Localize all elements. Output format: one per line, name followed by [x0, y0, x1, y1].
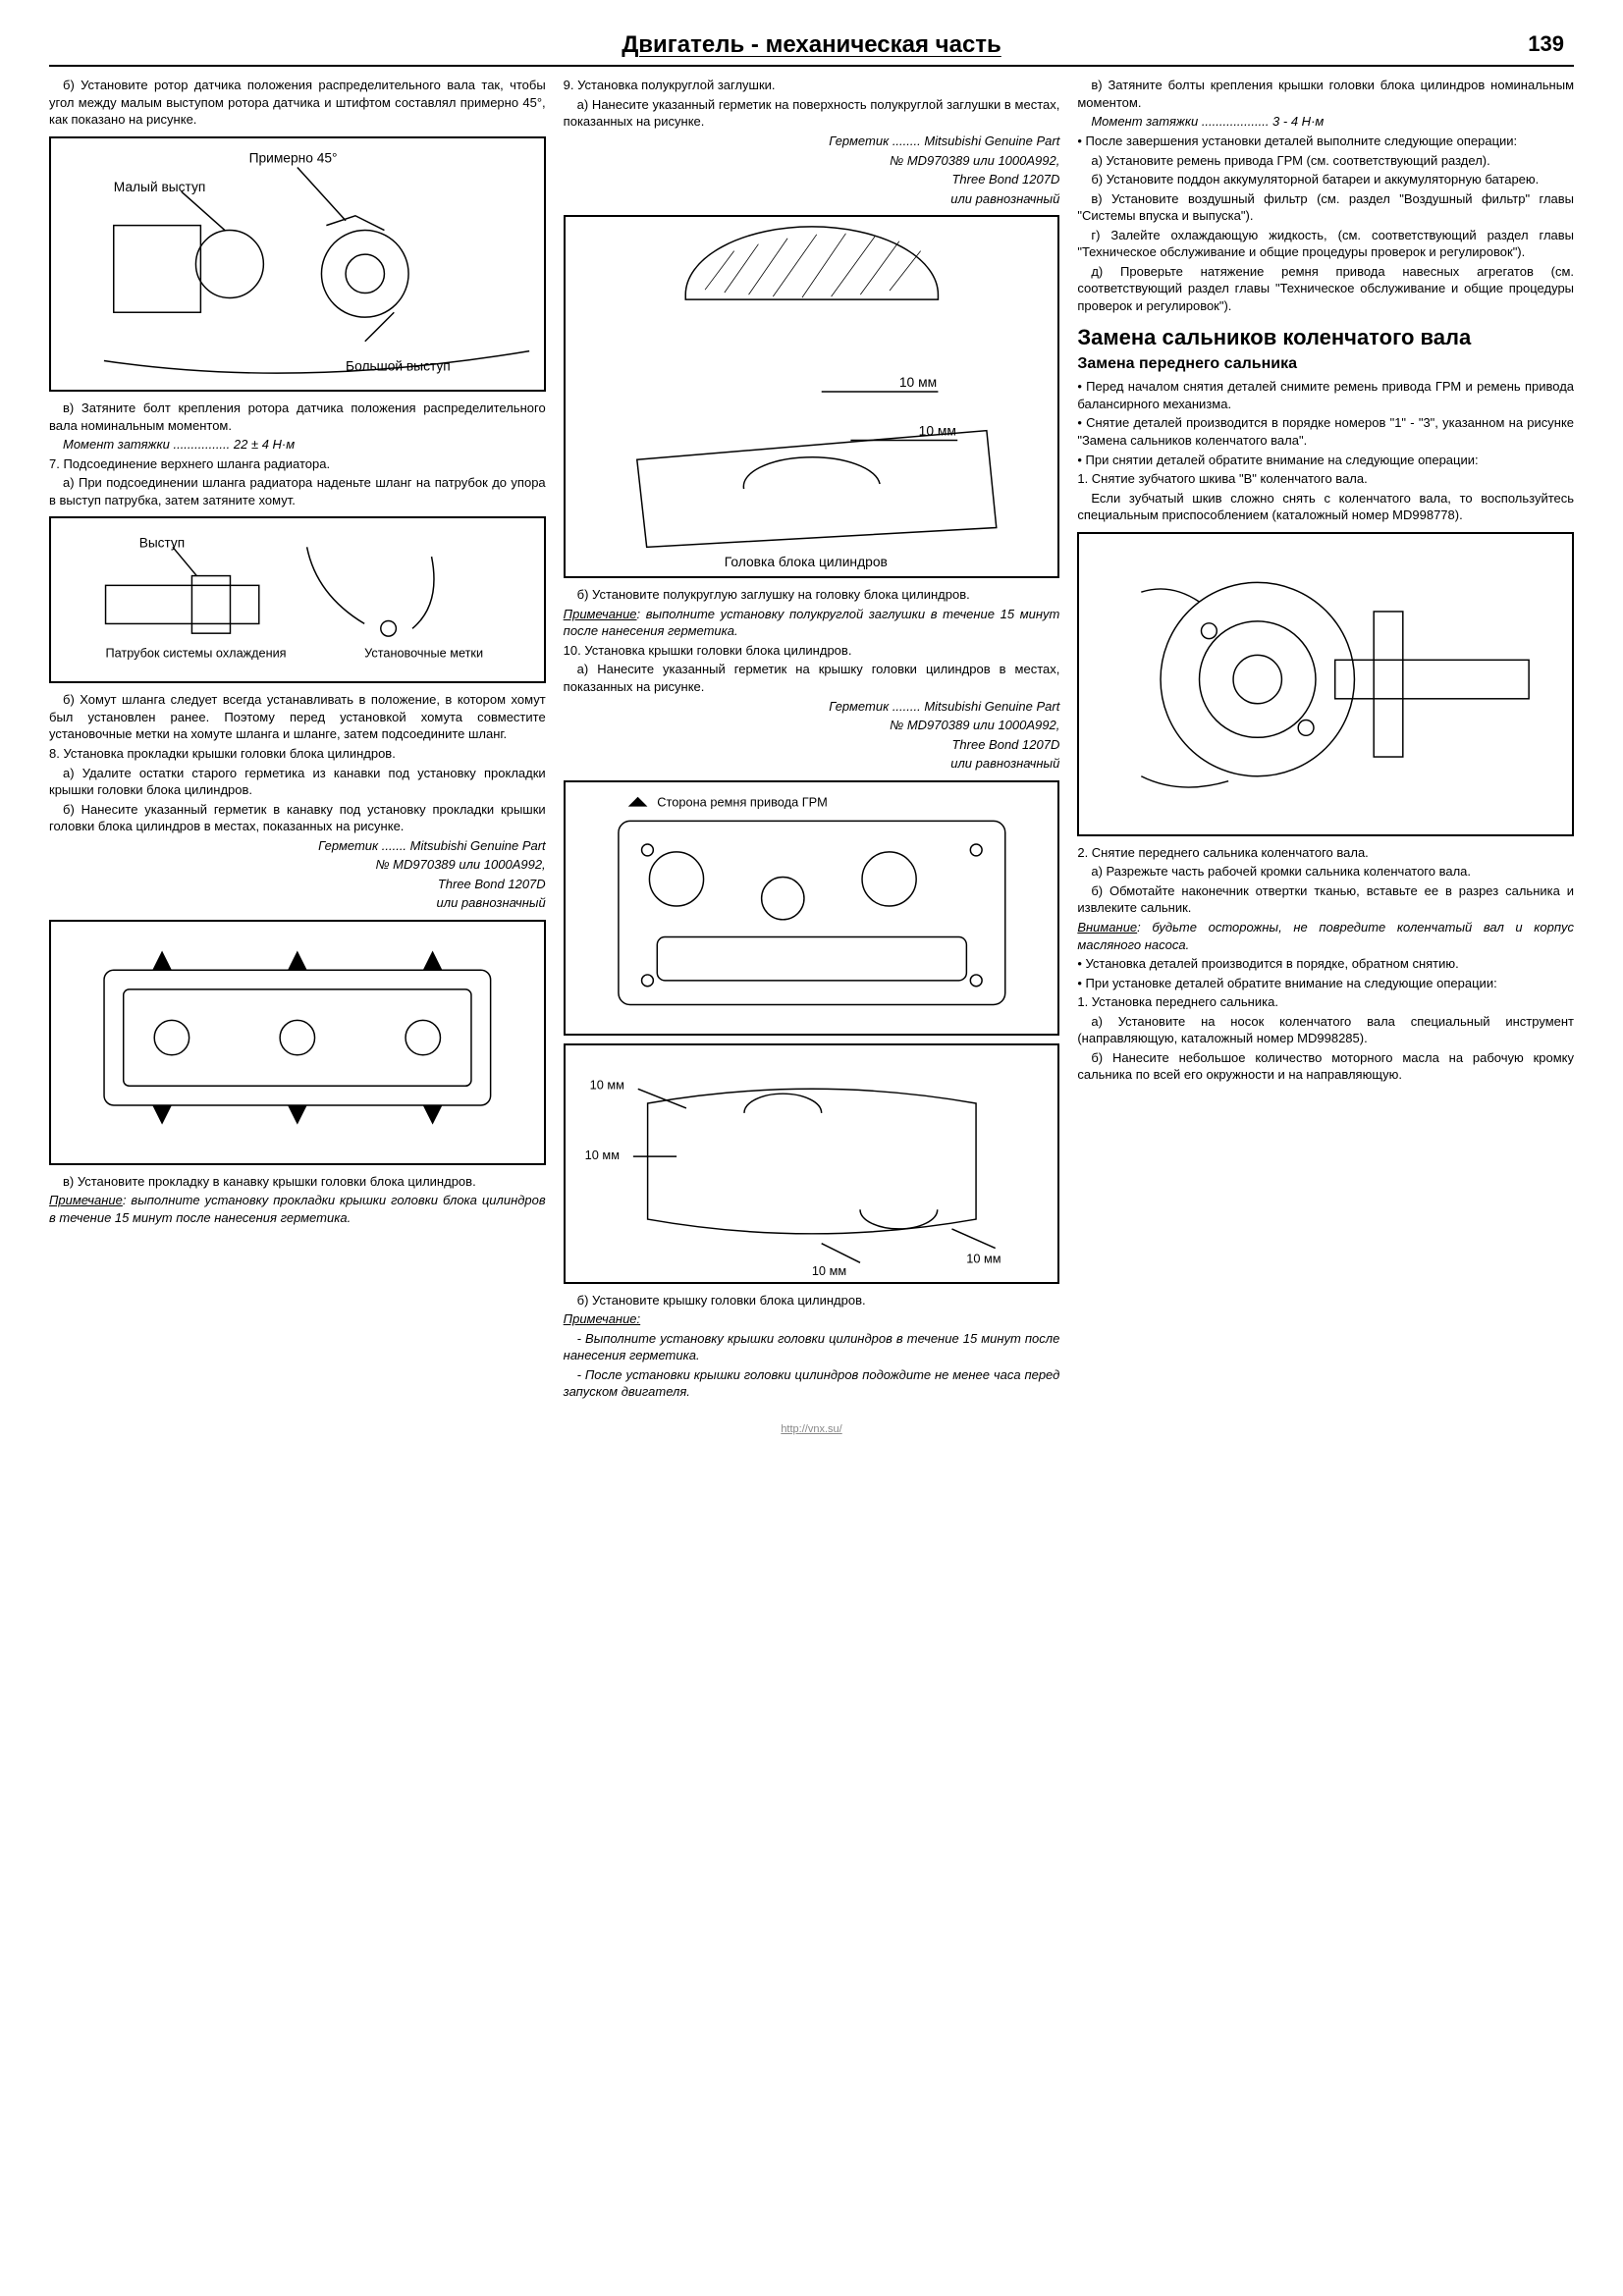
sealant3d: или равнозначный — [564, 755, 1060, 773]
fig5-label1: 10 мм — [589, 1077, 623, 1092]
c3-p9: • Снятие деталей производится в порядке … — [1077, 414, 1574, 449]
c3-p16: • Установка деталей производится в поряд… — [1077, 955, 1574, 973]
note2: Примечание: выполните установку полукруг… — [564, 606, 1060, 640]
c1-p5: б) Хомут шланга следует всегда устанавли… — [49, 691, 546, 743]
c3-p4: б) Установите поддон аккумуляторной бата… — [1077, 171, 1574, 188]
heading-front-seal: Замена переднего сальника — [1077, 353, 1574, 375]
page-number: 139 — [1528, 29, 1564, 59]
page-title: Двигатель - механическая часть — [622, 29, 1001, 61]
content-columns: б) Установите ротор датчика положения ра… — [49, 77, 1574, 1403]
c1-p9: в) Установите прокладку в канавку крышки… — [49, 1173, 546, 1191]
c3-p1: в) Затяните болты крепления крышки голов… — [1077, 77, 1574, 111]
c3-p3: а) Установите ремень привода ГРМ (см. со… — [1077, 152, 1574, 170]
c3-p20: б) Нанесите небольшое количество моторно… — [1077, 1049, 1574, 1084]
figure-valve-cover-top: Сторона ремня привода ГРМ — [564, 780, 1060, 1036]
figure-gasket-groove — [49, 920, 546, 1165]
sealant2a: Герметик ........ Mitsubishi Genuine Par… — [564, 133, 1060, 150]
sealant3b: № MD970389 или 1000A992, — [564, 717, 1060, 734]
sealant2b: № MD970389 или 1000A992, — [564, 152, 1060, 170]
c3-p11: 1. Снятие зубчатого шкива "В" коленчатог… — [1077, 470, 1574, 488]
fig1-label-big: Большой выступ — [346, 358, 451, 373]
c1-p6: 8. Установка прокладки крышки головки бл… — [49, 745, 546, 763]
fig2-label3: Установочные метки — [364, 647, 483, 661]
fig4-label1: Сторона ремня привода ГРМ — [657, 794, 827, 809]
c2-p6: б) Установите крышку головки блока цилин… — [564, 1292, 1060, 1309]
fig3-label1: 10 мм — [899, 374, 937, 390]
sealant1a: Герметик ....... Mitsubishi Genuine Part — [49, 837, 546, 855]
fig2-label2: Патрубок системы охлаждения — [106, 647, 287, 661]
footer-url[interactable]: http://vnx.su/ — [49, 1422, 1574, 1437]
page-header: Двигатель - механическая часть 139 — [49, 29, 1574, 67]
note3a: - Выполните установку крышки головки цил… — [564, 1330, 1060, 1364]
c1-p7: а) Удалите остатки старого герметика из … — [49, 765, 546, 799]
c3-p12: Если зубчатый шкив сложно снять с коленч… — [1077, 490, 1574, 524]
c3-p14: а) Разрежьте часть рабочей кромки сальни… — [1077, 863, 1574, 881]
c3-p15: б) Обмотайте наконечник отвертки тканью,… — [1077, 882, 1574, 917]
fig5-label3: 10 мм — [966, 1251, 1001, 1265]
c2-p1: 9. Установка полукруглой заглушки. — [564, 77, 1060, 94]
fig5-label2: 10 мм — [584, 1148, 619, 1162]
column-3: в) Затяните болты крепления крышки голов… — [1077, 77, 1574, 1403]
figure-valve-cover-sealant: 10 мм 10 мм 10 мм 10 мм — [564, 1043, 1060, 1284]
c2-p4: 10. Установка крышки головки блока цилин… — [564, 642, 1060, 660]
column-1: б) Установите ротор датчика положения ра… — [49, 77, 546, 1403]
fig5-label4: 10 мм — [812, 1263, 846, 1278]
figure-hose-clamp: Выступ Патрубок системы охлаждения Устан… — [49, 516, 546, 683]
note3b: - После установки крышки головки цилиндр… — [564, 1366, 1060, 1401]
c1-p4: а) При подсоединении шланга радиатора на… — [49, 474, 546, 508]
c2-p2: а) Нанесите указанный герметик на поверх… — [564, 96, 1060, 131]
figure-pulley-removal — [1077, 532, 1574, 836]
c3-p13: 2. Снятие переднего сальника коленчатого… — [1077, 844, 1574, 862]
c2-p5: а) Нанесите указанный герметик на крышку… — [564, 661, 1060, 695]
c3-p2: • После завершения установки деталей вып… — [1077, 133, 1574, 150]
sealant1c: Three Bond 1207D — [49, 876, 546, 893]
torque2: Момент затяжки ................... 3 - 4… — [1077, 113, 1574, 131]
fig3-label3: Головка блока цилиндров — [724, 554, 887, 569]
c2-p3: б) Установите полукруглую заглушку на го… — [564, 586, 1060, 604]
sealant3a: Герметик ........ Mitsubishi Genuine Par… — [564, 698, 1060, 716]
sealant2d: или равнозначный — [564, 190, 1060, 208]
c3-p7: д) Проверьте натяжение ремня привода нав… — [1077, 263, 1574, 315]
note3-label: Примечание: — [564, 1310, 1060, 1328]
figure-half-plug: 10 мм 10 мм Головка блока цилиндров — [564, 215, 1060, 578]
fig2-label1: Выступ — [139, 536, 185, 551]
note1: Примечание: выполните установку прокладк… — [49, 1192, 546, 1226]
c1-p2: в) Затяните болт крепления ротора датчик… — [49, 400, 546, 434]
c3-p10: • При снятии деталей обратите внимание н… — [1077, 452, 1574, 469]
fig1-label-small: Малый выступ — [114, 180, 206, 194]
warning: Внимание: будьте осторожны, не повредите… — [1077, 919, 1574, 953]
c1-p1: б) Установите ротор датчика положения ра… — [49, 77, 546, 129]
sealant2c: Three Bond 1207D — [564, 171, 1060, 188]
sealant1b: № MD970389 или 1000A992, — [49, 856, 546, 874]
sealant1d: или равнозначный — [49, 894, 546, 912]
c1-p8: б) Нанесите указанный герметик в канавку… — [49, 801, 546, 835]
sealant3c: Three Bond 1207D — [564, 736, 1060, 754]
fig1-label-45deg: Примерно 45° — [249, 151, 338, 166]
fig3-label2: 10 мм — [918, 423, 955, 439]
c3-p18: 1. Установка переднего сальника. — [1077, 993, 1574, 1011]
c3-p8: • Перед началом снятия деталей снимите р… — [1077, 378, 1574, 412]
heading-crankshaft-seals: Замена сальников коленчатого вала — [1077, 325, 1574, 349]
c3-p6: г) Залейте охлаждающую жидкость, (см. со… — [1077, 227, 1574, 261]
c3-p19: а) Установите на носок коленчатого вала … — [1077, 1013, 1574, 1047]
torque-1: Момент затяжки ................ 22 ± 4 Н… — [49, 436, 546, 454]
c1-p3: 7. Подсоединение верхнего шланга радиато… — [49, 455, 546, 473]
column-2: 9. Установка полукруглой заглушки. а) На… — [564, 77, 1060, 1403]
figure-rotor-sensor: Примерно 45° Малый выступ Большой выступ — [49, 136, 546, 392]
c3-p17: • При установке деталей обратите внимани… — [1077, 975, 1574, 992]
c3-p5: в) Установите воздушный фильтр (см. разд… — [1077, 190, 1574, 225]
